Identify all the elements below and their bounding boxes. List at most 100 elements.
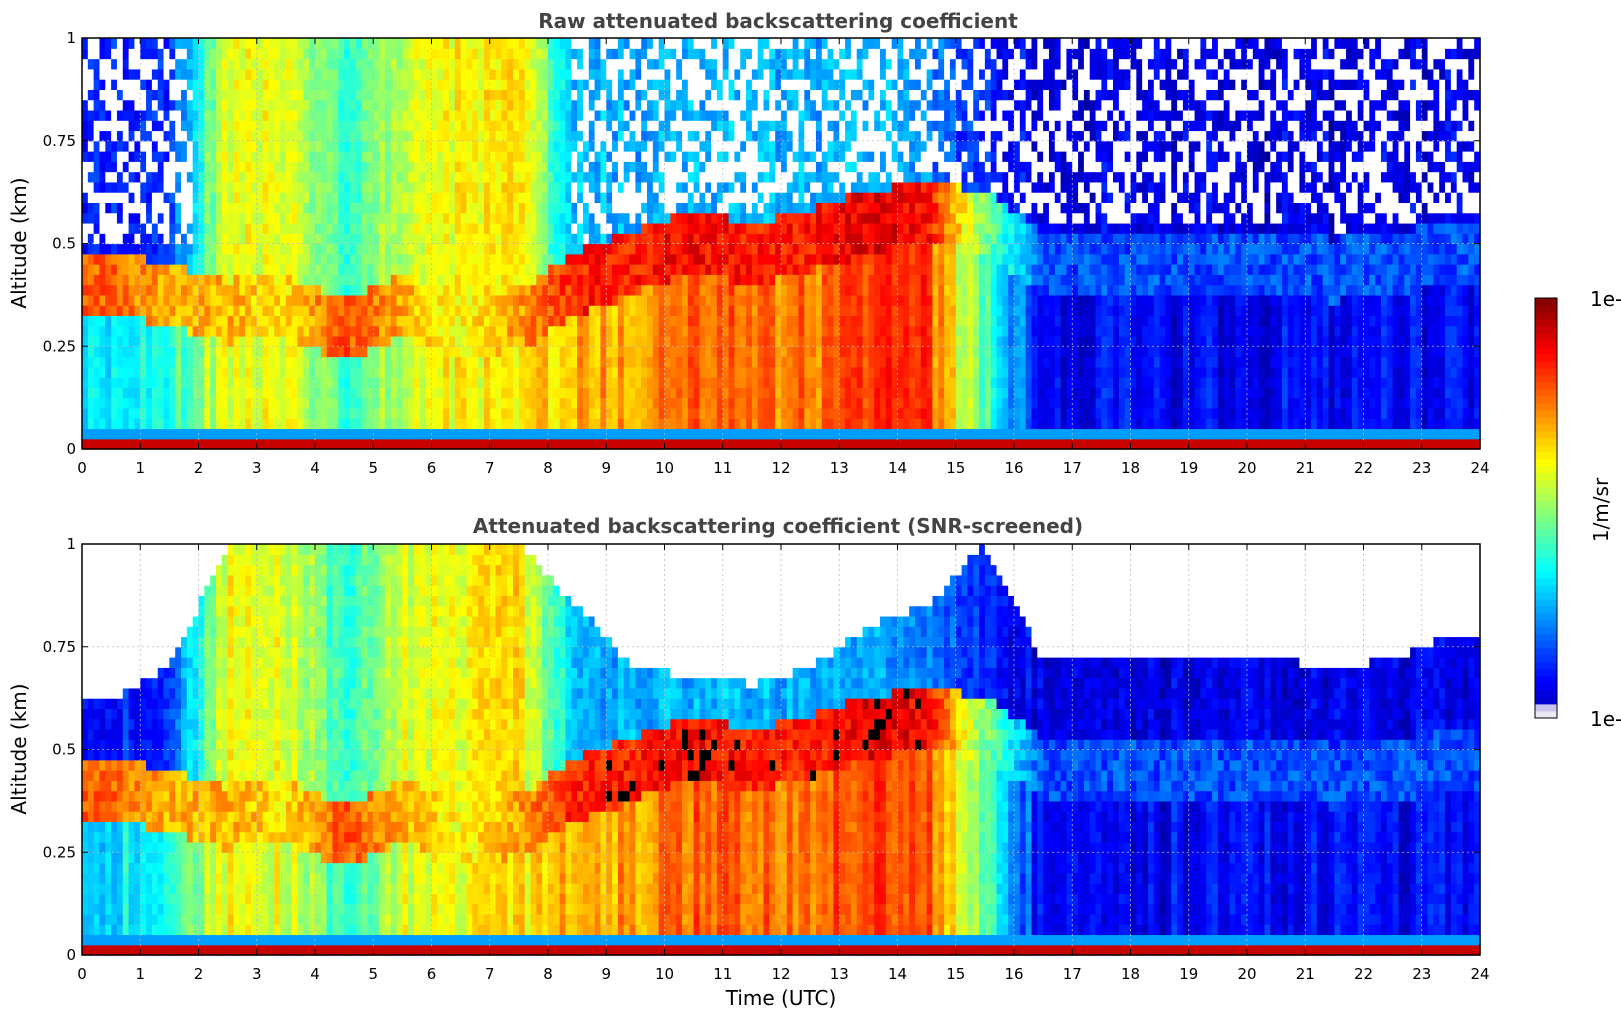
heatmap-cell xyxy=(437,438,444,450)
heatmap-cell xyxy=(617,89,625,101)
heatmap-cell xyxy=(408,253,415,265)
heatmap-cell xyxy=(373,161,380,173)
heatmap-cell xyxy=(367,58,374,70)
heatmap-cell xyxy=(798,68,805,80)
heatmap-cell xyxy=(402,284,409,296)
heatmap-cell xyxy=(769,325,776,337)
heatmap-cell xyxy=(344,181,351,193)
heatmap-cell xyxy=(664,79,671,90)
heatmap-cell xyxy=(775,274,782,286)
heatmap-cell xyxy=(227,243,235,255)
heatmap-cell xyxy=(297,335,304,347)
heatmap-cell xyxy=(186,335,194,347)
heatmap-cell xyxy=(402,418,409,430)
heatmap-cell xyxy=(390,161,398,173)
heatmap-cell xyxy=(466,387,473,399)
heatmap-cell xyxy=(711,171,718,183)
heatmap-cell xyxy=(163,284,170,296)
heatmap-cell xyxy=(274,407,281,419)
heatmap-cell xyxy=(443,38,450,49)
heatmap-cell xyxy=(151,68,159,80)
heatmap-cell xyxy=(291,315,299,327)
heatmap-cell xyxy=(355,325,363,337)
heatmap-cell xyxy=(437,366,444,378)
heatmap-cell xyxy=(746,222,753,234)
heatmap-cell xyxy=(588,38,596,49)
heatmap-cell xyxy=(297,130,304,142)
heatmap-cell xyxy=(140,38,147,49)
heatmap-cell xyxy=(454,274,462,286)
heatmap-cell xyxy=(210,109,217,121)
heatmap-cell xyxy=(536,305,543,317)
heatmap-cell xyxy=(606,387,613,399)
heatmap-cell xyxy=(448,305,456,317)
heatmap-cell xyxy=(437,305,444,317)
heatmap-cell xyxy=(507,181,514,193)
heatmap-cell xyxy=(93,58,101,70)
heatmap-cell xyxy=(454,315,462,327)
heatmap-cell xyxy=(99,264,106,275)
heatmap-cell xyxy=(181,356,188,368)
heatmap-cell xyxy=(600,120,607,132)
heatmap-cell xyxy=(315,253,322,265)
heatmap-cell xyxy=(285,171,293,183)
heatmap-cell xyxy=(629,264,636,275)
heatmap-cell xyxy=(431,407,438,419)
heatmap-cell xyxy=(87,151,95,162)
heatmap-cell xyxy=(355,171,363,183)
heatmap-cell xyxy=(355,438,363,450)
heatmap-cell xyxy=(268,151,275,162)
heatmap-cell xyxy=(116,305,124,317)
heatmap-cell xyxy=(454,202,462,214)
heatmap-cell xyxy=(577,274,584,286)
heatmap-cell xyxy=(582,79,590,90)
heatmap-cell xyxy=(530,264,537,275)
heatmap-cell xyxy=(268,305,275,317)
heatmap-cell xyxy=(617,212,625,224)
heatmap-cell xyxy=(664,192,671,204)
heatmap-cell xyxy=(82,48,89,60)
heatmap-cell xyxy=(786,202,794,214)
heatmap-cell xyxy=(652,243,660,255)
heatmap-cell xyxy=(553,38,561,49)
heatmap-cell xyxy=(99,274,106,286)
heatmap-cell xyxy=(548,243,555,255)
heatmap-cell xyxy=(134,68,141,80)
heatmap-cell xyxy=(309,315,316,327)
heatmap-cell xyxy=(367,89,374,101)
heatmap-cell xyxy=(297,294,304,306)
heatmap-cell xyxy=(483,305,491,317)
heatmap-cell xyxy=(448,387,456,399)
heatmap-cell xyxy=(297,68,304,80)
heatmap-cell xyxy=(233,79,240,90)
heatmap-cell xyxy=(728,140,735,152)
heatmap-cell xyxy=(233,68,240,80)
heatmap-cell xyxy=(425,243,433,255)
heatmap-cell xyxy=(658,284,666,296)
heatmap-cell xyxy=(507,212,514,224)
heatmap-cell xyxy=(676,38,683,49)
heatmap-cell xyxy=(460,212,468,224)
heatmap-cell xyxy=(297,315,304,327)
heatmap-cell xyxy=(315,192,322,204)
heatmap-cell xyxy=(757,161,765,173)
heatmap-cell xyxy=(414,397,421,409)
heatmap-cell xyxy=(303,222,310,234)
heatmap-cell xyxy=(518,407,526,419)
heatmap-cell xyxy=(681,428,689,440)
heatmap-cell xyxy=(239,418,246,430)
heatmap-cell xyxy=(291,38,299,49)
heatmap-cell xyxy=(454,99,462,111)
heatmap-cell xyxy=(681,222,689,234)
heatmap-cell xyxy=(373,243,380,255)
heatmap-cell xyxy=(169,89,176,101)
heatmap-cell xyxy=(111,377,118,388)
heatmap-cell xyxy=(151,161,159,173)
heatmap-cell xyxy=(466,48,473,60)
heatmap-cell xyxy=(629,79,636,90)
heatmap-cell xyxy=(687,346,695,358)
heatmap-cell xyxy=(111,325,118,337)
heatmap-cell xyxy=(414,120,421,132)
heatmap-cell xyxy=(198,68,205,80)
heatmap-cell xyxy=(722,109,730,121)
